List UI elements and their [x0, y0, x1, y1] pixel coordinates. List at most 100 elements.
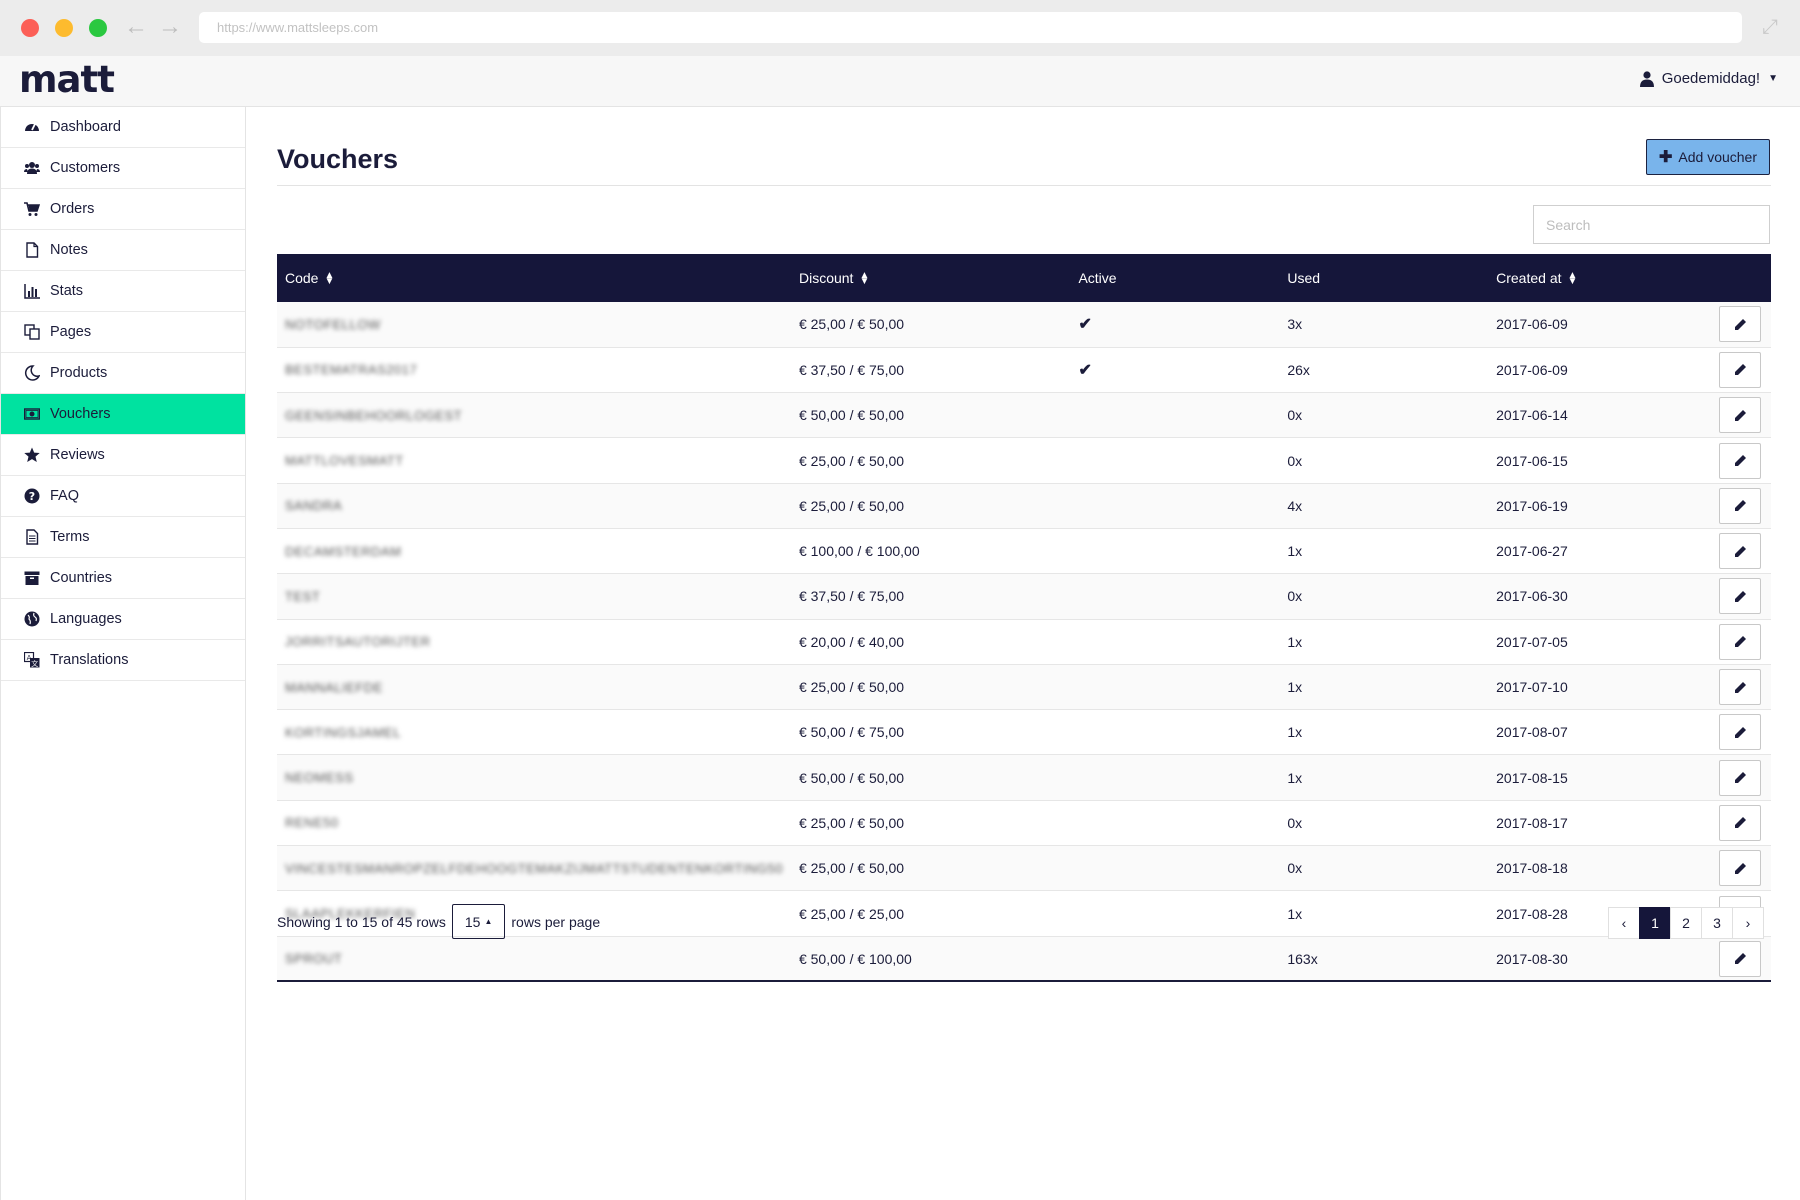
sidebar-item-vouchers[interactable]: Vouchers [1, 394, 245, 435]
page-button-3[interactable]: 3 [1701, 907, 1733, 939]
voucher-discount: € 20,00 / € 40,00 [798, 633, 905, 650]
voucher-created: 2017-08-28 [1496, 905, 1568, 922]
back-arrow-icon[interactable]: ← [124, 13, 148, 40]
edit-button[interactable] [1719, 397, 1761, 434]
sidebar-item-dashboard[interactable]: Dashboard [1, 107, 245, 148]
sidebar-item-terms[interactable]: Terms [1, 517, 245, 558]
column-label: Code [285, 270, 319, 286]
logo[interactable]: matt [19, 58, 115, 101]
edit-button[interactable] [1719, 759, 1761, 796]
sidebar-item-languages[interactable]: Languages [1, 599, 245, 640]
table-body: NOTOFELLOW € 25,00 / € 50,00 ✔ 3x 2017-06-09… [277, 302, 1771, 982]
voucher-active [1070, 528, 1279, 573]
sidebar-item-label: Terms [50, 529, 90, 545]
voucher-discount: € 25,00 / € 50,00 [798, 679, 905, 696]
sidebar: Dashboard Customers Orders Notes Stats P… [0, 107, 246, 1200]
edit-button[interactable] [1719, 533, 1761, 570]
column-header-discount[interactable]: Discount ▲ ▼ [791, 254, 1070, 302]
app-window: matt Goedemiddag! ▼ Dashboard Customers … [0, 56, 1800, 1200]
globe-icon [23, 610, 41, 628]
edit-button[interactable] [1719, 578, 1761, 615]
sidebar-item-label: Languages [50, 611, 122, 627]
voucher-used: 1x [1287, 905, 1303, 922]
voucher-used: 0x [1287, 814, 1303, 831]
edit-button[interactable] [1719, 487, 1761, 524]
close-window-button[interactable] [21, 19, 39, 37]
edit-button[interactable] [1719, 669, 1761, 706]
sidebar-item-reviews[interactable]: Reviews [1, 435, 245, 476]
edit-button[interactable] [1719, 714, 1761, 751]
address-bar[interactable]: https://www.mattsleeps.com [199, 12, 1742, 43]
voucher-discount: € 25,00 / € 50,00 [798, 497, 905, 514]
forward-arrow-icon[interactable]: → [158, 13, 182, 40]
voucher-used: 26x [1287, 361, 1310, 378]
edit-button[interactable] [1719, 940, 1761, 977]
pencil-icon [1734, 500, 1746, 512]
column-header-code[interactable]: Code ▲ ▼ [277, 254, 791, 302]
svg-text:A: A [27, 654, 32, 662]
voucher-code: BESTEMATRAS2017 [285, 362, 418, 378]
edit-button[interactable] [1719, 351, 1761, 388]
column-label: Used [1287, 270, 1321, 286]
page-size-dropdown[interactable]: 15 ▲ [451, 904, 506, 939]
voucher-active: ✔ [1070, 347, 1279, 392]
edit-button[interactable] [1719, 623, 1761, 660]
sidebar-item-countries[interactable]: Countries [1, 558, 245, 599]
voucher-created: 2017-07-10 [1496, 679, 1568, 696]
minimize-window-button[interactable] [55, 19, 73, 37]
add-voucher-button[interactable]: ✚ Add voucher [1646, 139, 1770, 175]
sidebar-item-label: Orders [50, 201, 95, 217]
voucher-used: 4x [1287, 497, 1303, 514]
table-row: GEENSINBEHOORLOGEST € 50,00 / € 50,00 0x 20… [277, 392, 1771, 438]
sidebar-item-products[interactable]: Products [1, 353, 245, 394]
search-input[interactable] [1533, 205, 1770, 244]
prev-page-button[interactable]: ‹ [1608, 907, 1640, 939]
sidebar-item-faq[interactable]: ? FAQ [1, 476, 245, 517]
page-button-2[interactable]: 2 [1670, 907, 1702, 939]
pencil-icon [1734, 636, 1746, 648]
next-page-button[interactable]: › [1732, 907, 1764, 939]
sidebar-item-pages[interactable]: Pages [1, 312, 245, 353]
voucher-code: JORRITSAUTORIJTER [285, 634, 431, 650]
edit-button[interactable] [1719, 442, 1761, 479]
table-row: NOTOFELLOW € 25,00 / € 50,00 ✔ 3x 2017-06-09 [277, 302, 1771, 348]
sidebar-item-label: Translations [50, 652, 129, 668]
column-label: Created at [1496, 270, 1562, 286]
voucher-active [1070, 664, 1279, 709]
pencil-icon [1734, 409, 1746, 421]
voucher-actions [1700, 664, 1771, 709]
sidebar-item-label: Dashboard [50, 119, 121, 135]
voucher-code: NOTOFELLOW [285, 316, 381, 332]
pencil-icon [1734, 862, 1746, 874]
sidebar-item-orders[interactable]: Orders [1, 189, 245, 230]
user-menu[interactable]: Goedemiddag! ▼ [1639, 70, 1778, 87]
voucher-active [1070, 710, 1279, 755]
column-header-created-at[interactable]: Created at ▲ ▼ [1488, 254, 1700, 302]
voucher-created: 2017-08-17 [1496, 814, 1568, 831]
sidebar-item-notes[interactable]: Notes [1, 230, 245, 271]
voucher-code: KORTINGSJAMEL [285, 724, 402, 740]
maximize-window-button[interactable] [89, 19, 107, 37]
voucher-active [1070, 438, 1279, 483]
sidebar-item-stats[interactable]: Stats [1, 271, 245, 312]
expand-icon[interactable]: ⤢ [1762, 16, 1778, 38]
voucher-actions [1700, 393, 1771, 438]
caret-up-icon: ▲ [484, 917, 493, 926]
voucher-actions [1700, 438, 1771, 483]
main-content: Vouchers ✚ Add voucher Code ▲▼ Discount ▲▼… [277, 107, 1771, 1200]
sidebar-item-customers[interactable]: Customers [1, 148, 245, 189]
page-button-1[interactable]: 1 [1639, 907, 1671, 939]
voucher-active [1070, 393, 1279, 438]
edit-button[interactable] [1719, 850, 1761, 887]
edit-button[interactable] [1719, 804, 1761, 841]
table-row: SANDRA € 25,00 / € 50,00 4x 2017-06-19 [277, 483, 1771, 529]
pencil-icon [1734, 318, 1746, 330]
voucher-used: 1x [1287, 724, 1303, 741]
voucher-used: 163x [1287, 950, 1318, 967]
sort-icon: ▲ ▼ [1567, 270, 1578, 288]
voucher-discount: € 25,00 / € 50,00 [798, 814, 905, 831]
voucher-used: 1x [1287, 769, 1303, 786]
edit-button[interactable] [1719, 306, 1761, 343]
file-icon [23, 241, 41, 259]
